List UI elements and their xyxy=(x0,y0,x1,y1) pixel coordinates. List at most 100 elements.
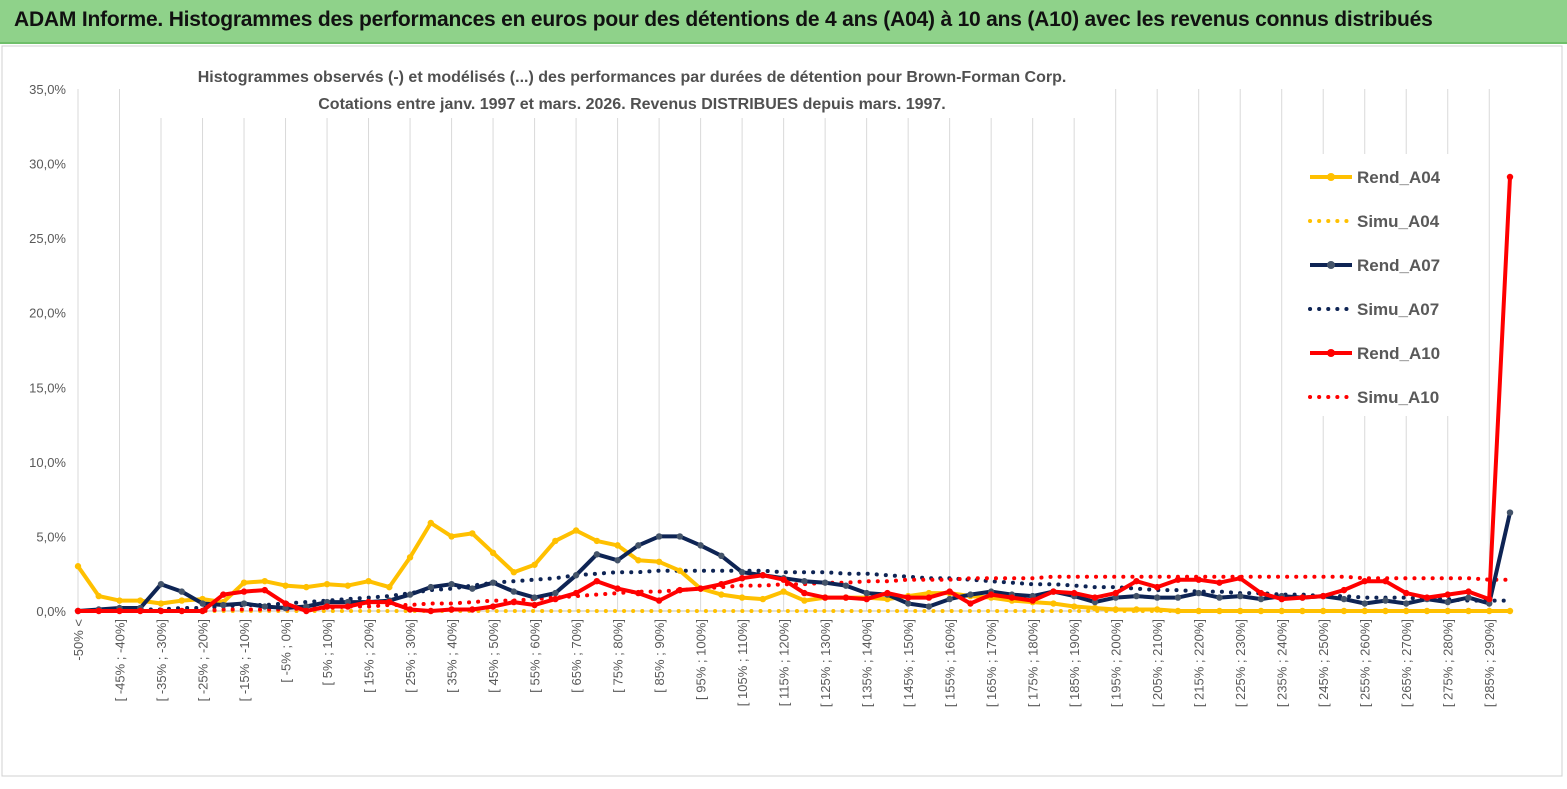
data-point-rend-a04 xyxy=(593,537,601,545)
data-point-rend-a07 xyxy=(718,552,725,560)
report-banner: ADAM Informe. Histogrammes des performan… xyxy=(0,0,1567,44)
x-tick-label: [ 35% ; 40%] xyxy=(445,619,460,693)
data-point-rend-a07 xyxy=(572,572,580,579)
data-point-rend-a04 xyxy=(1382,607,1389,615)
data-point-rend-a04 xyxy=(323,580,331,588)
data-point-rend-a04 xyxy=(1216,607,1223,615)
y-tick-label: 15,0% xyxy=(29,380,66,395)
data-point-rend-a10 xyxy=(821,594,829,601)
data-point-rend-a07 xyxy=(1216,594,1223,601)
data-point-rend-a07 xyxy=(655,533,663,540)
data-point-rend-a04 xyxy=(1195,607,1202,615)
data-point-rend-a10 xyxy=(1008,594,1016,601)
report-title: ADAM Informe. Histogrammes des performan… xyxy=(14,8,1433,31)
data-point-rend-a10 xyxy=(718,580,725,588)
y-tick-label: 0,0% xyxy=(36,604,66,619)
data-point-rend-a07 xyxy=(1174,594,1182,601)
data-point-rend-a07 xyxy=(220,601,227,609)
data-point-rend-a07 xyxy=(1340,595,1348,603)
data-point-rend-a10 xyxy=(1403,589,1410,597)
data-point-rend-a10 xyxy=(1423,594,1431,601)
data-point-rend-a04 xyxy=(344,582,351,589)
data-point-rend-a04 xyxy=(386,583,393,591)
data-point-rend-a07 xyxy=(1195,589,1202,597)
x-tick-label: [ 95% ; 100%] xyxy=(694,619,709,700)
data-point-rend-a07 xyxy=(178,588,185,595)
data-point-rend-a10 xyxy=(95,607,102,615)
data-point-rend-a10 xyxy=(946,588,953,595)
x-tick-label: [ -25% ; -20%] xyxy=(196,619,211,701)
data-point-rend-a10 xyxy=(1506,173,1514,181)
data-point-rend-a04 xyxy=(1465,607,1472,615)
data-point-rend-a07 xyxy=(1091,598,1099,606)
data-point-rend-a07 xyxy=(1465,594,1472,601)
data-point-rend-a04 xyxy=(635,557,642,564)
legend: Rend_A04 Simu_A04 Rend_A07 Simu_A07 Rend_A10… xyxy=(1308,168,1441,407)
data-point-rend-a07 xyxy=(323,598,331,606)
data-point-rend-a10 xyxy=(1257,589,1265,597)
data-point-rend-a10 xyxy=(489,603,497,610)
data-point-rend-a07 xyxy=(738,569,746,576)
data-point-rend-a10 xyxy=(344,603,351,610)
data-point-rend-a10 xyxy=(1091,594,1099,601)
x-tick-label: [ 105% ; 110%] xyxy=(735,619,750,706)
data-point-rend-a10 xyxy=(448,606,455,613)
legend-label-rend-a07: Rend_A07 xyxy=(1357,256,1440,275)
data-point-rend-a07 xyxy=(1444,598,1451,606)
data-point-rend-a04 xyxy=(759,595,767,603)
data-point-rend-a10 xyxy=(884,589,891,597)
data-point-rend-a07 xyxy=(1153,594,1161,601)
data-point-rend-a10 xyxy=(572,589,580,597)
data-point-rend-a04 xyxy=(303,583,310,591)
data-point-rend-a04 xyxy=(614,542,621,549)
data-point-rend-a10 xyxy=(386,598,393,606)
data-point-rend-a10 xyxy=(261,586,268,594)
data-point-rend-a07 xyxy=(614,557,621,564)
x-tick-label: [ -5% ; 0%] xyxy=(279,619,294,683)
data-point-rend-a04 xyxy=(406,554,414,561)
data-point-rend-a04 xyxy=(95,592,102,600)
data-point-rend-a07 xyxy=(199,600,206,607)
data-point-rend-a04 xyxy=(552,537,559,545)
data-point-rend-a10 xyxy=(552,595,559,603)
histogram-chart: 0,0% 5,0% 10,0% 15,0% 20,0% 25,0% 30,0% 35,0% -5… xyxy=(1,45,1563,777)
legend-label-rend-a10: Rend_A10 xyxy=(1357,344,1440,363)
data-point-rend-a04 xyxy=(1237,607,1244,615)
data-point-rend-a10 xyxy=(137,607,144,615)
data-point-rend-a04 xyxy=(1486,607,1493,615)
x-tick-label: [ 75% ; 80%] xyxy=(611,619,626,693)
chart-title-box xyxy=(150,58,1115,118)
data-point-rend-a04 xyxy=(137,597,144,604)
data-point-rend-a07 xyxy=(1403,600,1410,607)
x-tick-label: [ 45% ; 50%] xyxy=(486,619,501,693)
data-point-rend-a10 xyxy=(427,607,435,615)
legend-label-rend-a04: Rend_A04 xyxy=(1357,168,1441,187)
data-point-rend-a04 xyxy=(282,582,289,589)
series-line-rend-a10 xyxy=(78,176,1512,613)
data-point-rend-a10 xyxy=(1195,576,1202,583)
data-point-rend-a10 xyxy=(801,589,808,597)
data-point-rend-a10 xyxy=(1465,588,1472,595)
data-point-rend-a04 xyxy=(1174,607,1182,615)
data-point-rend-a07 xyxy=(635,542,642,549)
y-tick-label: 35,0% xyxy=(29,82,66,97)
data-point-rend-a10 xyxy=(116,607,123,615)
data-point-rend-a07 xyxy=(240,600,248,607)
data-point-rend-a10 xyxy=(925,594,933,601)
x-tick-label: [ 255% ; 260%] xyxy=(1358,619,1373,707)
data-point-rend-a10 xyxy=(1486,595,1493,603)
data-point-rend-a07 xyxy=(821,579,829,586)
data-point-rend-a07 xyxy=(1237,592,1244,600)
data-point-rend-a10 xyxy=(676,586,684,594)
data-point-rend-a10 xyxy=(759,572,767,579)
legend-label-simu-a04: Simu_A04 xyxy=(1357,212,1440,231)
data-point-rend-a10 xyxy=(303,607,310,615)
data-point-rend-a04 xyxy=(780,588,787,595)
data-point-rend-a10 xyxy=(1070,589,1078,597)
data-point-rend-a04 xyxy=(489,549,497,557)
data-point-rend-a10 xyxy=(1174,576,1182,583)
data-point-rend-a10 xyxy=(738,574,746,582)
axis-layer: 0,0% 5,0% 10,0% 15,0% 20,0% 25,0% 30,0% 35,0% -5… xyxy=(29,82,1510,707)
data-point-rend-a07 xyxy=(1361,600,1368,607)
x-tick-label: [ 5% ; 10%] xyxy=(320,619,335,685)
